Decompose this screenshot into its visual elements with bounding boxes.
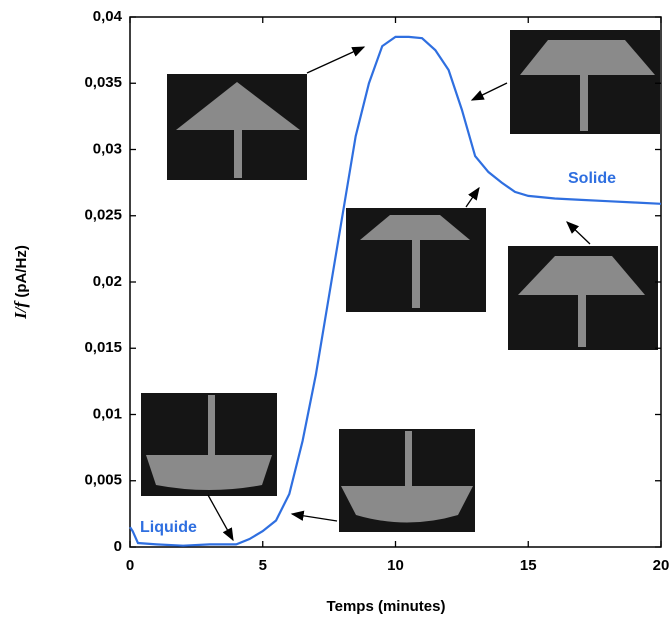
x-tick-label: 20 — [653, 557, 670, 574]
data-line — [129, 35, 662, 547]
y-tick-label: 0,035 — [84, 74, 122, 91]
x-tick-label: 15 — [520, 557, 537, 574]
y-label-unit: (pA/Hz) — [13, 245, 30, 298]
y-axis-label: I/f (pA/Hz) — [11, 245, 30, 320]
y-tick-label: 0,03 — [93, 140, 122, 157]
x-tick-label: 0 — [126, 557, 134, 574]
annotation: Solide — [568, 170, 616, 187]
x-axis-label: Temps (minutes) — [327, 598, 446, 615]
y-tick-label: 0,04 — [93, 8, 123, 25]
x-tick-label: 5 — [259, 557, 267, 574]
y-tick-label: 0,015 — [84, 339, 122, 356]
y-tick-label: 0,005 — [84, 472, 122, 489]
insets — [141, 30, 660, 532]
y-tick-label: 0 — [114, 538, 122, 555]
y-tick-label: 0,01 — [93, 405, 122, 422]
y-tick-label: 0,025 — [84, 207, 122, 224]
y-tick-label: 0,02 — [93, 273, 122, 290]
y-label-var: I/f — [11, 299, 30, 319]
annotation: Liquide — [140, 519, 197, 536]
x-tick-label: 10 — [387, 557, 404, 574]
arrows — [207, 46, 591, 542]
